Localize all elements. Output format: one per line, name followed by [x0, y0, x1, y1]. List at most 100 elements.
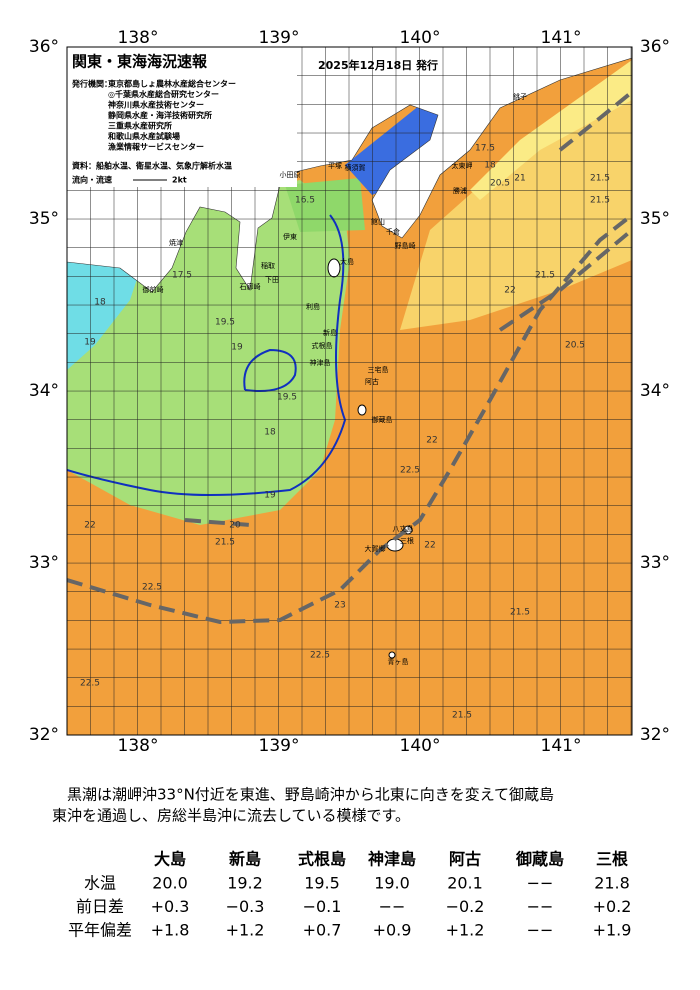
table-cell: +0.3 — [151, 897, 190, 916]
lat-label: 33° — [29, 553, 59, 573]
lat-label: 35° — [640, 209, 670, 229]
lat-label: 36° — [640, 37, 670, 57]
current-axis — [184, 518, 251, 527]
place-name: 銚子 — [513, 92, 527, 101]
table-header: 御蔵島 — [515, 850, 564, 869]
contour-label: 21.5 — [510, 608, 530, 618]
lat-label: 33° — [640, 553, 670, 573]
lon-label: 138° — [118, 736, 159, 756]
title: 関東・東海海況速報 — [72, 53, 208, 71]
lat-label: 32° — [640, 725, 670, 745]
table-cell: +1.2 — [226, 921, 265, 940]
lon-label: 140° — [400, 736, 441, 756]
labels: 発行機関：東京都島しょ農林水産総合センター◎千葉県水産総合研究センター神奈川県水… — [29, 28, 670, 940]
table-cell: 20.0 — [152, 874, 188, 893]
place-name: 青ヶ島 — [388, 657, 409, 666]
contour-label: 17.5 — [475, 144, 495, 154]
lat-label: 34° — [29, 381, 59, 401]
contour-label: 19 — [84, 338, 96, 348]
contour-label: 22.5 — [310, 651, 330, 661]
place-name: 焼津 — [169, 238, 183, 247]
place-name: 利島 — [306, 302, 320, 311]
place-name: 新島 — [323, 328, 337, 337]
contour-label: 22 — [504, 286, 515, 296]
contour-label: 19 — [264, 491, 276, 501]
table-cell: +1.2 — [446, 921, 485, 940]
lon-label: 141° — [541, 736, 582, 756]
current-axis — [558, 90, 632, 152]
place-name: 式根島 — [312, 341, 333, 350]
place-name: 八丈島 — [393, 524, 414, 533]
place-name: 野島崎 — [395, 241, 416, 250]
row-label: 平年偏差 — [68, 921, 132, 940]
contour-label: 21.5 — [535, 271, 555, 281]
place-name: 御蔵島 — [372, 415, 393, 424]
credit: 東京都島しょ農林水産総合センター — [108, 79, 236, 89]
contour-label: 16.5 — [295, 196, 315, 206]
table-cell: 21.8 — [594, 874, 630, 893]
table-header: 神津島 — [368, 850, 416, 869]
lon-label: 141° — [541, 28, 582, 48]
map-frame — [66, 46, 633, 736]
credit: ◎千葉県水産総合研究センター — [108, 89, 219, 99]
contour-label: 22 — [84, 521, 95, 531]
lat-label: 34° — [640, 381, 670, 401]
issue-date: 2025年12月18日 発行 — [318, 58, 438, 72]
place-name: 千倉 — [386, 227, 400, 236]
table-cell: +1.9 — [593, 921, 632, 940]
contour-label: 17.5 — [172, 271, 192, 281]
contour-label: 21.5 — [590, 196, 610, 206]
lon-label: 139° — [259, 736, 300, 756]
description: 東沖を通過し、房総半島沖に流去している模様です。 — [52, 807, 410, 825]
flow-label: 流向・流速 — [72, 175, 112, 185]
row-label: 前日差 — [76, 897, 124, 916]
contour-label: 21.5 — [215, 538, 235, 548]
table-cell: −0.3 — [226, 897, 265, 916]
table-cell: +0.9 — [373, 921, 412, 940]
credit: 三重県水産研究所 — [108, 121, 172, 131]
island — [357, 404, 367, 416]
current-axis — [498, 228, 632, 332]
place-name: 伊東 — [283, 232, 297, 241]
isotherm — [243, 348, 297, 392]
place-name: 大島 — [340, 257, 354, 266]
place-name: 三宅島 — [368, 365, 389, 374]
contour-label: 18 — [94, 298, 106, 308]
place-name: 稲取 — [261, 261, 275, 270]
table-cell: 20.1 — [447, 874, 483, 893]
contour-label: 18 — [484, 161, 496, 171]
table-header: 式根島 — [298, 850, 346, 869]
credit: 神奈川県水産技術センター — [108, 100, 204, 110]
contour-label: 22.5 — [142, 583, 162, 593]
credit: 静岡県水産・海洋技術研究所 — [108, 110, 212, 120]
contour-label: 21.5 — [590, 174, 610, 184]
contour-label: 22.5 — [400, 466, 420, 476]
source: 資料：船舶水温、衛星水温、気象庁解析水温 — [72, 161, 232, 171]
island — [327, 258, 341, 278]
place-name: 館山 — [371, 217, 385, 226]
place-name: 下田 — [265, 276, 279, 284]
place-name: 大賀郷 — [365, 544, 386, 553]
contour-label: 23 — [334, 601, 345, 611]
row-label: 水温 — [84, 874, 116, 893]
contour-label: 22.5 — [80, 679, 100, 689]
warm-zone — [470, 60, 632, 200]
place-name: 三根 — [400, 536, 414, 545]
place-name: 横須賀 — [345, 163, 366, 172]
table-cell: 19.0 — [374, 874, 410, 893]
lat-label: 36° — [29, 37, 59, 57]
contour-label: 22 — [426, 436, 437, 446]
place-name: 御前崎 — [143, 285, 164, 294]
table-header: 新島 — [229, 850, 261, 869]
lon-label: 140° — [400, 28, 441, 48]
place-name: 神津島 — [310, 358, 331, 367]
table-cell: +0.2 — [593, 897, 632, 916]
contour-label: 20.5 — [490, 179, 510, 189]
table-header: 三根 — [596, 850, 628, 869]
place-name: 石廊崎 — [240, 282, 261, 291]
contour-label: 20.5 — [565, 341, 585, 351]
contour-label: 20 — [229, 521, 241, 531]
table-cell: +0.7 — [303, 921, 342, 940]
place-name: 小田原 — [280, 170, 301, 179]
